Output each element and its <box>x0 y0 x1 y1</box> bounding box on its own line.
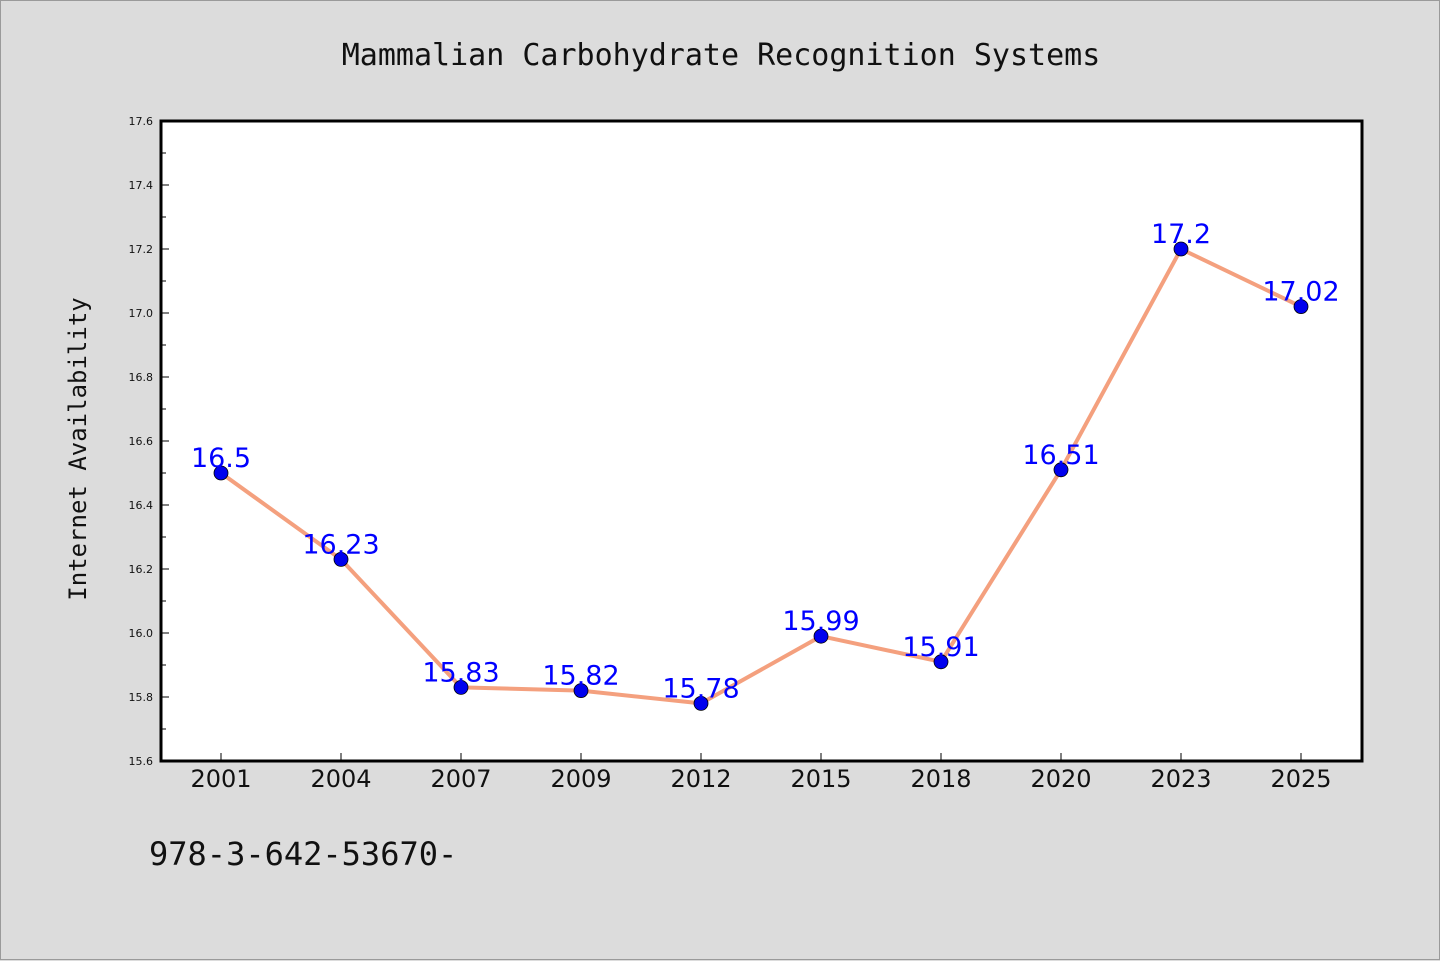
data-point <box>1293 299 1309 315</box>
data-label: 15.83 <box>422 657 499 688</box>
data-label: 15.78 <box>662 673 739 704</box>
data-label: 17.2 <box>1151 219 1211 250</box>
x-tick-label: 2009 <box>550 765 611 793</box>
x-tick-label: 2018 <box>910 765 971 793</box>
x-tick-label: 2012 <box>670 765 731 793</box>
x-tick-label: 2023 <box>1150 765 1211 793</box>
y-tick-label: 15.6 <box>129 755 154 768</box>
x-tick-label: 2015 <box>790 765 851 793</box>
data-label: 17.02 <box>1262 277 1339 308</box>
y-tick-label: 16.0 <box>129 627 154 640</box>
x-axis: 2001 2004 2007 2009 2012 2015 2018 2020 2023 2025 <box>190 753 1332 793</box>
data-point <box>933 654 949 670</box>
data-point <box>813 628 829 644</box>
y-tick-label: 16.8 <box>129 371 154 384</box>
data-point <box>333 552 349 567</box>
y-tick-label: 17.6 <box>129 115 154 128</box>
x-tick-label: 2007 <box>430 765 491 793</box>
x-tick-label: 2001 <box>190 765 251 793</box>
data-label: 15.82 <box>542 661 619 692</box>
data-point <box>693 696 709 711</box>
y-tick-label: 16.4 <box>129 499 154 512</box>
y-tick-label: 16.6 <box>129 435 154 448</box>
chart-title: Mammalian Carbohydrate Recognition Syste… <box>342 38 1101 73</box>
data-point <box>573 683 589 698</box>
x-tick-label: 2025 <box>1270 765 1331 793</box>
y-axis: 15.6 15.8 16.0 16.2 16.4 16.6 16.8 17.0 17.2 17.4… <box>129 115 169 768</box>
y-tick-label: 17.4 <box>129 179 154 192</box>
plot-area <box>159 119 1364 763</box>
series-line <box>219 247 1302 706</box>
data-label: 16.5 <box>191 443 251 474</box>
data-label: 16.51 <box>1022 440 1099 471</box>
y-axis-label: Internet Availability <box>64 297 92 600</box>
data-point <box>1173 241 1189 257</box>
data-label: 15.99 <box>782 606 859 637</box>
data-point <box>213 465 229 481</box>
y-tick-label: 16.2 <box>129 563 154 576</box>
x-tick-label: 2004 <box>310 765 371 793</box>
y-tick-label: 17.2 <box>129 243 154 256</box>
data-label: 16.23 <box>302 529 379 560</box>
data-label: 15.91 <box>902 632 979 663</box>
data-point <box>1053 462 1069 478</box>
data-point <box>453 680 469 695</box>
x-tick-label: 2020 <box>1030 765 1091 793</box>
y-tick-label: 15.8 <box>129 691 154 704</box>
footer-code: 978-3-642-53670- <box>149 835 457 873</box>
series-layer: 16.5 16.23 15.83 15.82 15.78 15.99 15.91 16.51 1… <box>191 219 1340 711</box>
y-tick-label: 17.0 <box>129 307 154 320</box>
